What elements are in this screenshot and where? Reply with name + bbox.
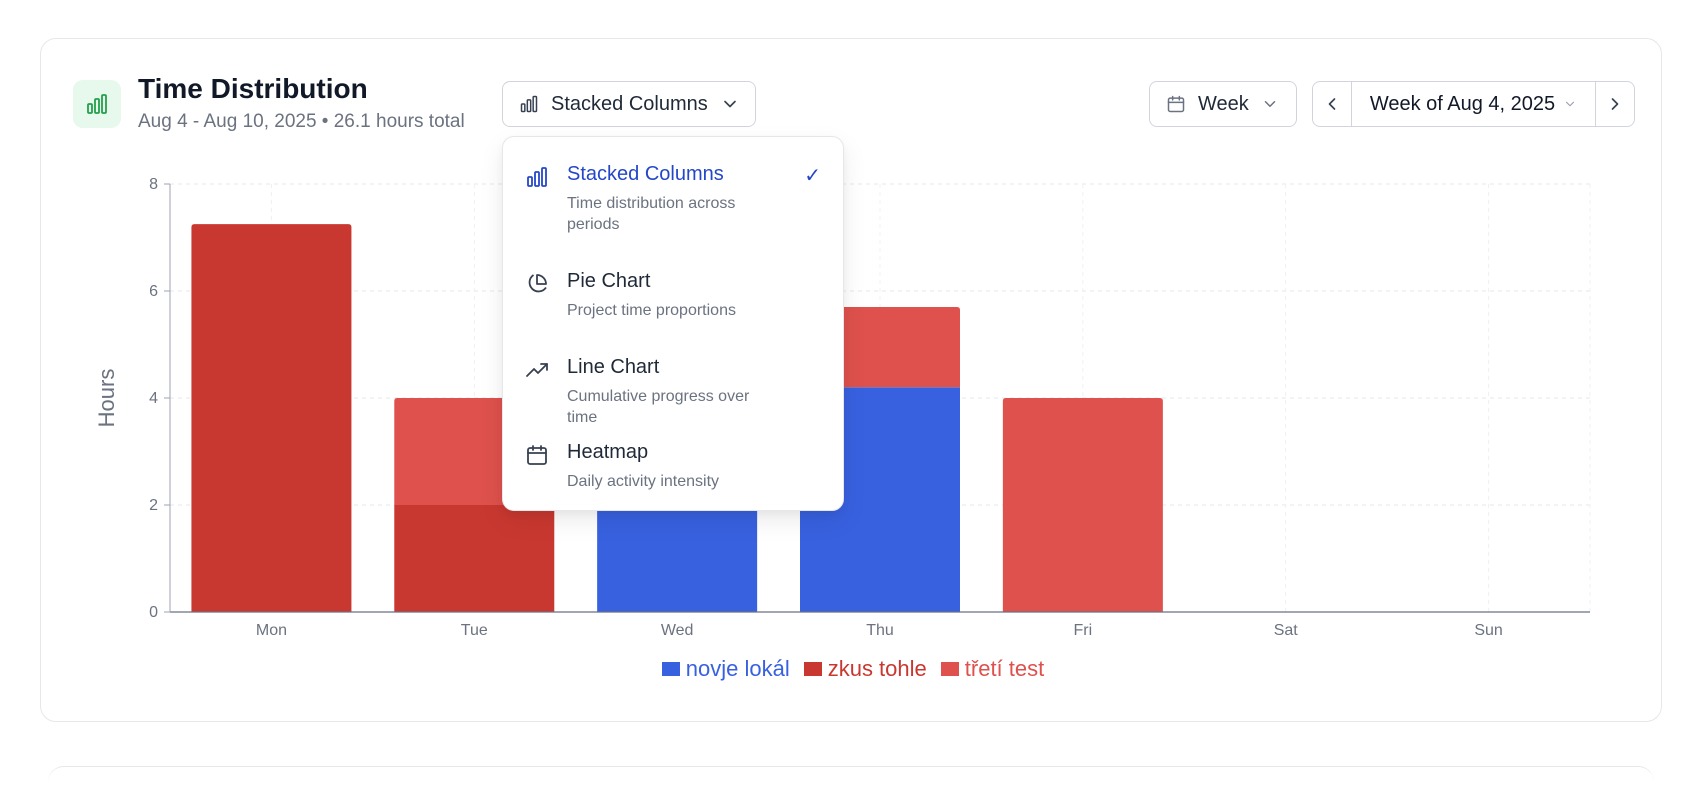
next-card	[48, 766, 1654, 807]
option-description: Time distribution across periods	[567, 195, 736, 233]
period-label: Week of Aug 4, 2025	[1369, 92, 1556, 115]
bar-chart-icon	[519, 94, 539, 114]
legend-swatch	[940, 662, 959, 676]
legend-swatch	[661, 662, 680, 676]
view-label: Week	[1198, 92, 1249, 115]
previous-period-button[interactable]	[1313, 82, 1351, 126]
y-tick-label: 8	[149, 176, 158, 193]
card-subtitle: Aug 4 - Aug 10, 2025 • 26.1 hours total	[138, 111, 465, 132]
chart-type-dropdown: Stacked Columns ✓ Time distribution acro…	[502, 136, 844, 511]
bar-chart-icon	[527, 167, 547, 187]
calendar-icon	[527, 445, 547, 465]
option-label: Heatmap	[567, 441, 649, 463]
y-tick-label: 4	[149, 390, 158, 407]
trending-up-icon	[526, 363, 548, 377]
y-tick-label: 0	[149, 604, 158, 621]
option-label: Stacked Columns	[567, 163, 724, 185]
chevron-right-icon	[1611, 98, 1619, 110]
x-tick-label: Fri	[1074, 622, 1093, 639]
chevron-down-icon	[720, 94, 740, 114]
card-title: Time Distribution	[138, 73, 368, 104]
bar-chart-icon	[73, 80, 121, 128]
option-pie-chart[interactable]: Pie Chart Project time proportions	[503, 270, 843, 340]
bar-segment	[394, 505, 555, 612]
chevron-left-icon	[1328, 98, 1336, 110]
legend-label: zkus tohle	[827, 656, 927, 681]
option-stacked-columns[interactable]: Stacked Columns ✓ Time distribution acro…	[503, 163, 843, 253]
next-period-button[interactable]	[1596, 82, 1634, 126]
y-tick-label: 6	[149, 283, 158, 300]
legend-label: novje lokál	[685, 656, 790, 681]
option-description: Project time proportions	[567, 302, 736, 319]
option-heatmap[interactable]: Heatmap Daily activity intensity	[503, 441, 843, 511]
chart-type-button[interactable]: Stacked Columns	[502, 81, 756, 127]
view-select[interactable]: Week	[1149, 81, 1297, 127]
check-icon: ✓	[804, 165, 821, 187]
x-tick-label: Tue	[461, 622, 488, 639]
chevron-down-icon	[1566, 101, 1575, 107]
stacked-column-chart: 0 2 4 6 8 Hours Mon Tue Wed Thu Fri Sat Sun	[94, 176, 1591, 639]
x-tick-label: Sat	[1274, 622, 1299, 639]
x-tick-label: Wed	[661, 622, 694, 639]
x-tick-label: Mon	[256, 622, 287, 639]
option-label: Pie Chart	[567, 270, 651, 292]
x-tick-label: Thu	[866, 622, 894, 639]
bar-segment	[191, 224, 352, 612]
legend-label: třetí test	[964, 656, 1045, 681]
legend-item[interactable]: novje lokál	[661, 656, 790, 682]
legend-item[interactable]: zkus tohle	[803, 656, 927, 682]
option-line-chart[interactable]: Line Chart Cumulative progress over time	[503, 356, 843, 426]
option-description: Cumulative progress over time	[567, 388, 750, 426]
chart-type-label: Stacked Columns	[551, 92, 708, 115]
y-tick-label: 2	[149, 497, 158, 514]
bar-segment	[597, 505, 758, 612]
chevron-down-icon	[1261, 95, 1279, 113]
calendar-icon	[1166, 94, 1186, 114]
y-axis-label: Hours	[94, 369, 119, 428]
option-description: Daily activity intensity	[567, 473, 720, 490]
period-select[interactable]: Week of Aug 4, 2025	[1351, 82, 1596, 126]
option-label: Line Chart	[567, 356, 660, 378]
legend-item[interactable]: třetí test	[940, 656, 1045, 682]
legend-swatch	[803, 662, 822, 676]
bar-segment	[1002, 398, 1163, 612]
period-navigator: Week of Aug 4, 2025	[1312, 81, 1635, 127]
x-tick-label: Sun	[1474, 622, 1502, 639]
chart-legend: novje lokál zkus tohle třetí test	[0, 656, 1706, 682]
pie-chart-icon	[528, 274, 547, 293]
